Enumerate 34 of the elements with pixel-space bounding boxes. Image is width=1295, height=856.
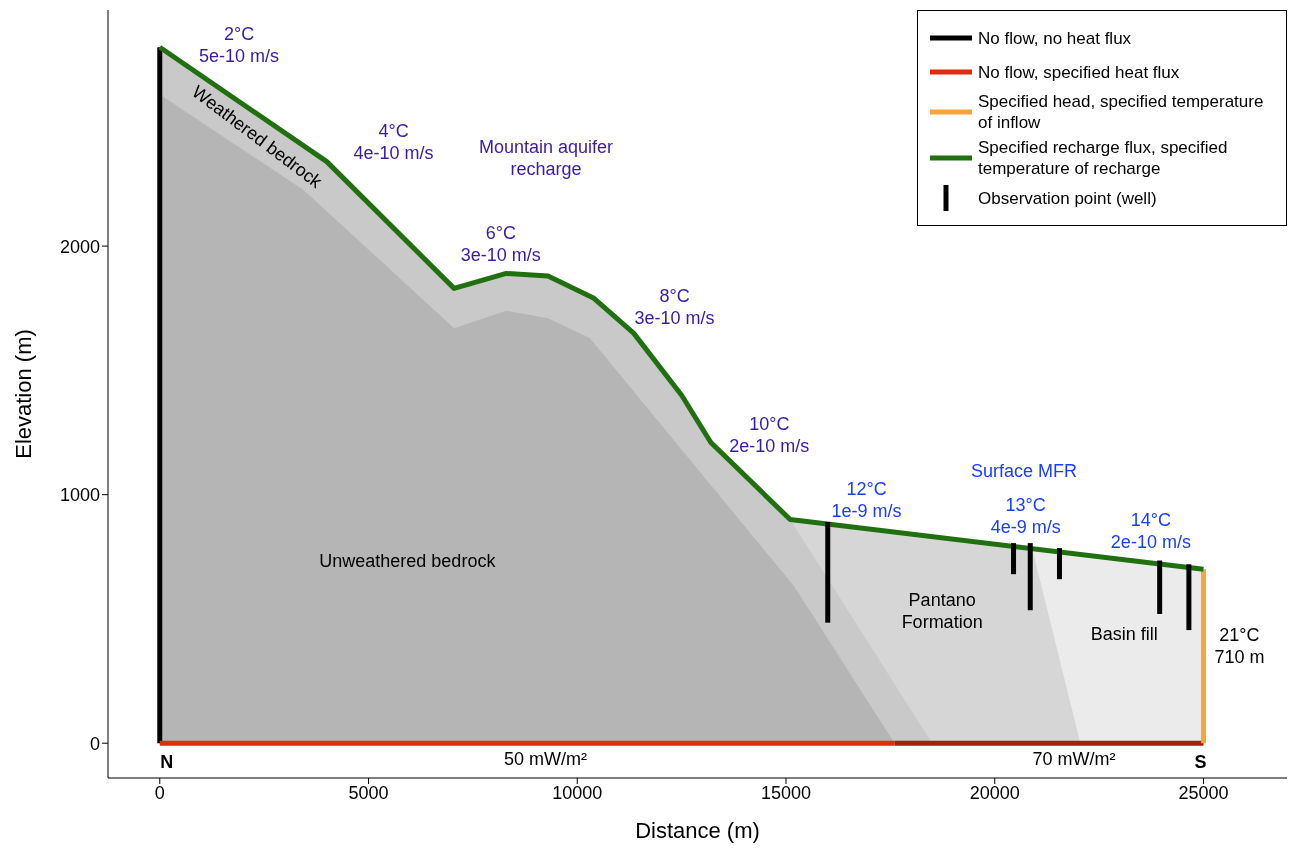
annotation: Pantano Formation [901, 589, 983, 632]
x-axis-title: Distance (m) [635, 818, 760, 843]
annotation: 13°C 4e-9 m/s [990, 494, 1061, 537]
y-tick-label: 0 [89, 733, 100, 754]
annotation: 4°C 4e-10 m/s [353, 120, 434, 163]
legend-label: Observation point (well) [978, 187, 1157, 209]
x-tick-label: 5000 [348, 782, 389, 803]
annotation: 10°C 2e-10 m/s [729, 414, 810, 457]
annotation: 12°C 1e-9 m/s [831, 478, 902, 521]
annotation: 2°C 5e-10 m/s [199, 23, 280, 66]
x-tick-label: 0 [154, 782, 165, 803]
x-tick-label: 25000 [1178, 782, 1229, 803]
x-tick-label: 15000 [760, 782, 812, 803]
annotation: 8°C 3e-10 m/s [634, 286, 715, 329]
legend-label: Specified head, specified temperature of inflow [978, 91, 1265, 133]
annotation: 50 mW/m² [504, 748, 588, 769]
x-tick-label: 20000 [969, 782, 1020, 803]
annotation: 21°C 710 m [1214, 625, 1265, 668]
legend-label: No flow, specified heat flux [978, 61, 1180, 83]
legend-label: No flow, no heat flux [978, 27, 1132, 49]
x-tick-label: 10000 [552, 782, 603, 803]
annotation: 70 mW/m² [1032, 748, 1116, 769]
annotation: Basin fill [1090, 624, 1158, 645]
annotation: Unweathered bedrock [319, 550, 497, 571]
annotation: Surface MFR [970, 461, 1077, 482]
y-tick-label: 1000 [59, 485, 100, 506]
y-tick-label: 2000 [59, 236, 100, 257]
annotation: Mountain aquifer recharge [478, 136, 613, 179]
annotation: 6°C 3e-10 m/s [460, 222, 541, 265]
annotation: S [1194, 751, 1207, 772]
legend-label: Specified recharge flux, specified temperature of recharge [978, 137, 1229, 179]
annotation: N [160, 751, 174, 772]
y-axis-title: Elevation (m) [10, 329, 36, 459]
annotation: 14°C 2e-10 m/s [1110, 510, 1191, 553]
